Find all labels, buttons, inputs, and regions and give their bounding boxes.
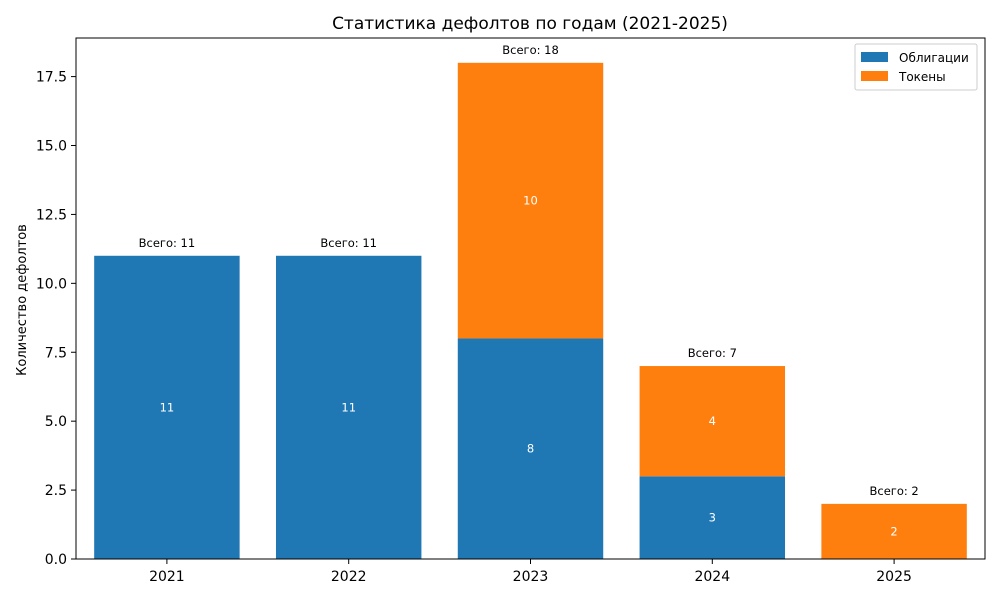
x-tick-label-2023: 2023 xyxy=(513,569,549,585)
y-tick-label-7.5: 7.5 xyxy=(45,345,67,361)
x-tick-label-2024: 2024 xyxy=(694,569,730,585)
segment-label-2022-series-1: 11 xyxy=(341,400,356,414)
y-tick-label-5.0: 5.0 xyxy=(45,414,67,430)
plot-frame xyxy=(75,37,986,560)
bar-2023-series-2 xyxy=(457,62,604,339)
legend-label-1: Облигации xyxy=(899,51,969,65)
total-label-2021: Всего: 11 xyxy=(139,236,196,250)
bar-2023-series-1 xyxy=(457,338,604,559)
bar-2021-series-1 xyxy=(94,255,240,559)
segment-label-2025-series-2: 2 xyxy=(890,524,897,538)
total-label-2022: Всего: 11 xyxy=(320,236,377,250)
total-label-2025: Всего: 2 xyxy=(869,484,918,498)
legend: Облигации Токены xyxy=(854,43,978,91)
legend-swatch-1 xyxy=(861,52,888,62)
chart-title: Статистика дефолтов по годам (2021-2025) xyxy=(332,14,728,34)
y-axis-label: Количество дефолтов xyxy=(15,224,30,376)
bar-2024-series-1 xyxy=(639,476,786,559)
y-tick-label-2.5: 2.5 xyxy=(45,483,67,499)
segment-label-2023-series-2: 10 xyxy=(523,194,538,208)
y-tick-label-12.5: 12.5 xyxy=(36,207,67,223)
x-tick-label-2022: 2022 xyxy=(331,569,367,585)
x-tick-label-2021: 2021 xyxy=(149,569,185,585)
legend-swatch-2 xyxy=(861,71,888,81)
bars-layer: 11 Всего: 11 11 Всего: 11 8 10 Всего: 18 3 4 Всег… xyxy=(94,43,967,559)
total-label-2024: Всего: 7 xyxy=(688,346,737,360)
bar-2024-series-2 xyxy=(639,366,786,477)
legend-label-2: Токены xyxy=(898,70,946,84)
x-axis: 2021 2022 2023 2024 2025 xyxy=(149,559,912,585)
y-tick-label-0.0: 0.0 xyxy=(45,552,67,568)
y-tick-label-15.0: 15.0 xyxy=(36,139,67,155)
segment-label-2023-series-1: 8 xyxy=(527,442,534,456)
y-tick-label-17.5: 17.5 xyxy=(36,70,67,86)
total-label-2023: Всего: 18 xyxy=(502,43,559,57)
x-tick-label-2025: 2025 xyxy=(876,569,912,585)
segment-label-2024-series-2: 4 xyxy=(709,414,716,428)
segment-label-2021-series-1: 11 xyxy=(160,400,175,414)
y-axis: 0.0 2.5 5.0 7.5 10.0 12.5 15.0 17.5 xyxy=(36,70,76,568)
bar-2025-series-2 xyxy=(821,503,967,559)
segment-label-2024-series-1: 3 xyxy=(709,511,716,525)
bar-2022-series-1 xyxy=(275,255,422,559)
y-tick-label-10.0: 10.0 xyxy=(36,276,67,292)
